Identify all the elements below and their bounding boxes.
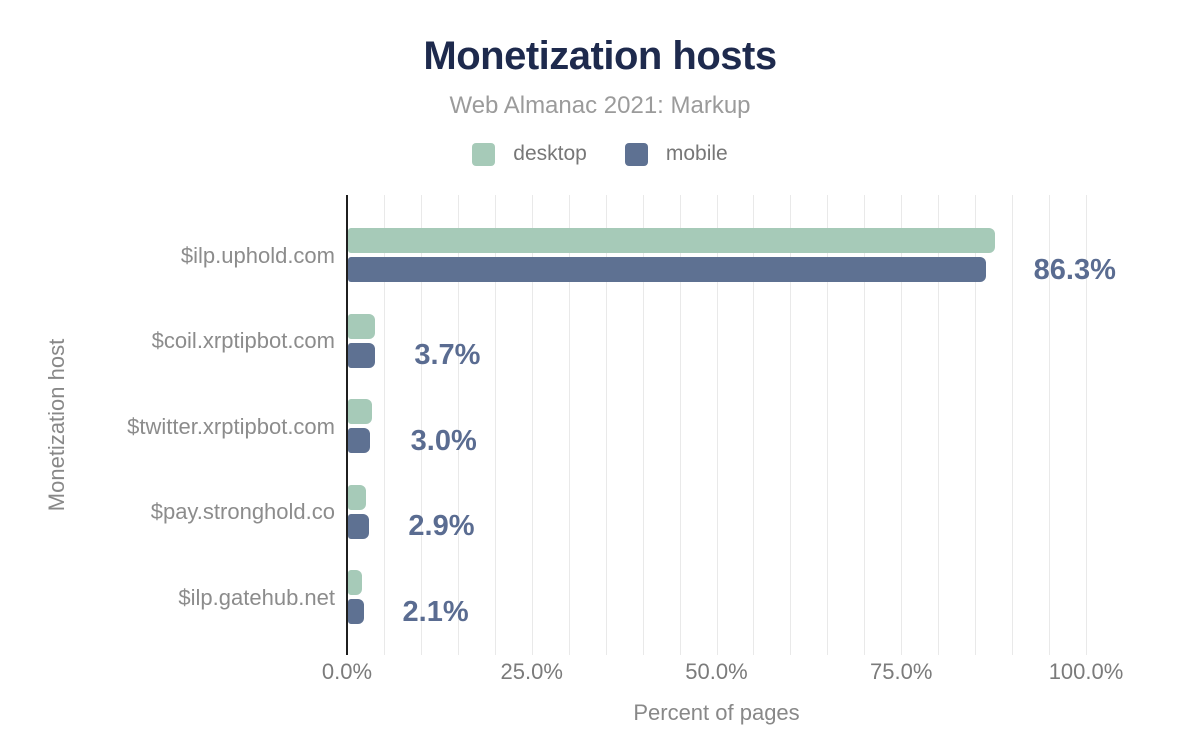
category-label: $twitter.xrptipbot.com [127, 413, 335, 439]
y-axis-line [346, 195, 348, 655]
value-label: 3.0% [410, 424, 477, 457]
bar-mobile [348, 428, 371, 453]
plot-area: 86.3% 3.7% 3.0% 2.9% 2.1% [347, 195, 1125, 655]
value-label: 2.1% [402, 595, 469, 628]
bar-desktop [348, 484, 367, 510]
value-label: 3.7% [414, 339, 481, 371]
legend-item-desktop: desktop [472, 142, 587, 166]
value-label: 86.3% [1033, 253, 1116, 286]
legend: desktop mobile [0, 142, 1200, 166]
bar-desktop [348, 228, 995, 253]
x-tick-label: 50.0% [685, 659, 748, 684]
gridline [1049, 195, 1051, 655]
gridline [938, 195, 940, 655]
gridline [679, 195, 681, 655]
gridline [1012, 195, 1014, 655]
x-tick-label: 25.0% [500, 659, 563, 684]
bar-mobile [348, 599, 364, 624]
gridline [716, 195, 718, 655]
category-label: $ilp.uphold.com [180, 242, 335, 268]
x-tick-label: 0.0% [321, 659, 373, 684]
bar-mobile [348, 513, 370, 539]
chart-title: Monetization hosts [423, 34, 777, 78]
category-label: $ilp.gatehub.net [178, 584, 335, 610]
gridline [975, 195, 977, 655]
x-tick-label: 75.0% [870, 659, 933, 684]
gridline [901, 195, 903, 655]
category-label: $coil.xrptipbot.com [151, 328, 335, 353]
chart-subtitle: Web Almanac 2021: Markup [449, 92, 751, 119]
category-label: $pay.stronghold.co [150, 499, 335, 524]
gridline [827, 195, 829, 655]
x-axis-title: Percent of pages [633, 700, 800, 725]
legend-item-mobile: mobile [624, 142, 728, 166]
x-tick-label: 100.0% [1048, 659, 1124, 684]
gridline [457, 195, 459, 655]
desktop-swatch-icon [472, 142, 496, 166]
mobile-swatch-icon [624, 142, 648, 166]
gridline [864, 195, 866, 655]
gridline [753, 195, 755, 655]
gridline [568, 195, 570, 655]
gridline [383, 195, 385, 655]
gridline [531, 195, 533, 655]
bar-mobile [348, 342, 376, 368]
bar-desktop [348, 570, 363, 595]
gridline [642, 195, 644, 655]
legend-label-mobile: mobile [665, 142, 728, 165]
gridline [790, 195, 792, 655]
bar-desktop [348, 313, 375, 339]
gridline [494, 195, 496, 655]
legend-label-desktop: desktop [513, 142, 587, 165]
bar-desktop [348, 399, 372, 424]
value-label: 2.9% [408, 510, 475, 542]
gridline [605, 195, 607, 655]
gridline [1086, 195, 1087, 655]
bar-mobile [348, 257, 986, 282]
gridline [420, 195, 422, 655]
